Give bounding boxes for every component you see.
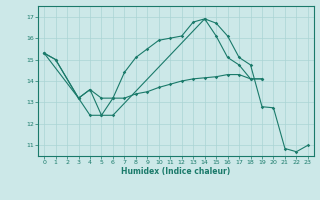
X-axis label: Humidex (Indice chaleur): Humidex (Indice chaleur) (121, 167, 231, 176)
